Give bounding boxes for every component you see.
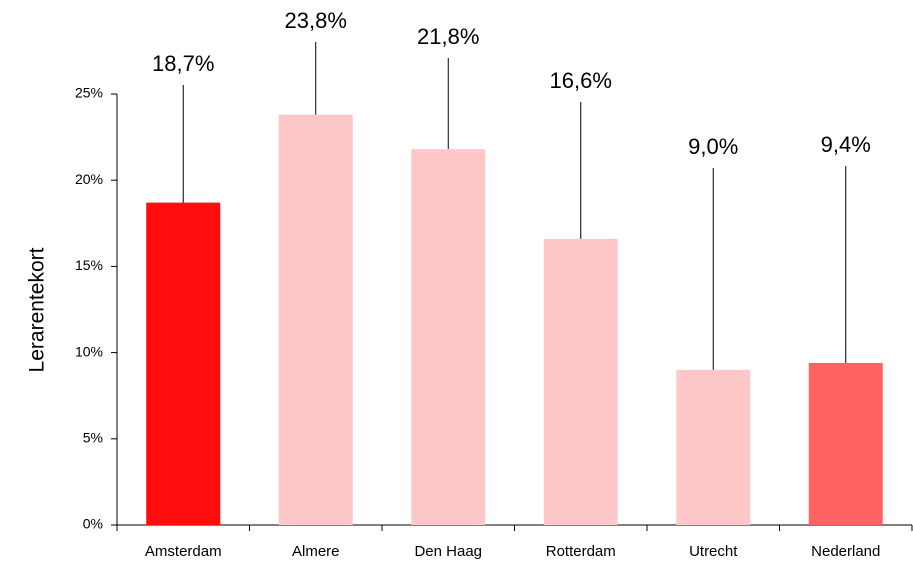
value-label: 16,6% [550,68,612,93]
y-tick-label: 5% [83,430,103,446]
value-label: 21,8% [417,24,479,49]
x-tick-label: Nederland [811,543,880,560]
bar [146,202,221,525]
bar [676,369,751,525]
bar [278,114,353,526]
value-label: 9,4% [821,132,871,157]
y-tick-label: 20% [75,171,103,187]
y-tick-label: 10% [75,343,103,359]
y-tick-label: 0% [83,516,103,532]
y-tick-label: 15% [75,257,103,273]
x-tick-label: Rotterdam [546,543,616,560]
y-tick-label: 25% [75,85,103,101]
bar [543,238,618,526]
x-tick-label: Utrecht [689,543,738,560]
x-tick-label: Amsterdam [145,543,222,560]
x-tick-label: Almere [292,543,340,560]
value-label: 18,7% [152,51,214,76]
x-tick-label: Den Haag [414,543,482,560]
value-label: 23,8% [285,8,347,33]
bar [411,149,486,525]
y-axis-label: Lerarentekort [26,247,49,372]
value-label: 9,0% [688,134,738,159]
bar [808,362,883,525]
